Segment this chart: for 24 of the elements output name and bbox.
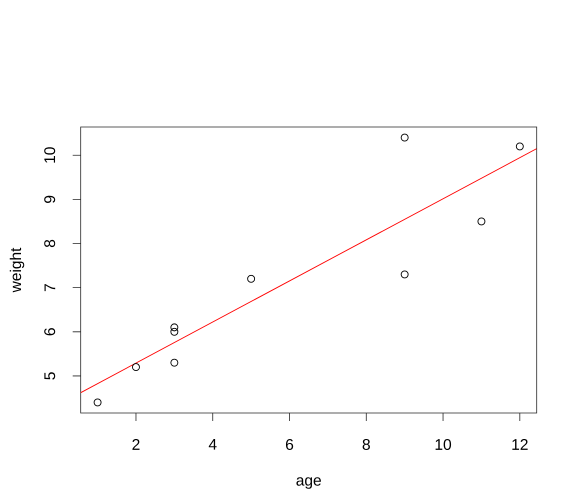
point	[477, 218, 486, 226]
point	[516, 142, 524, 150]
x-tick-label: 8	[362, 439, 370, 450]
point	[132, 363, 140, 372]
y-tick-label: 9	[44, 196, 56, 203]
point	[170, 323, 178, 332]
point	[94, 398, 102, 406]
x-axis-title: age	[296, 477, 321, 489]
x-tick-label: 10	[436, 439, 452, 450]
point	[247, 274, 256, 283]
point	[400, 134, 409, 142]
point	[400, 270, 409, 278]
x-tick-label: 4	[208, 439, 217, 450]
x-tick-label: 2	[132, 439, 140, 450]
y-tick-label: 7	[44, 284, 56, 292]
y-tick-label: 6	[44, 328, 56, 336]
y-axis-title: weight	[10, 248, 24, 292]
point	[170, 328, 178, 336]
x-tick-label: 12	[512, 439, 528, 450]
x-tick-label: 6	[286, 439, 294, 450]
point	[170, 358, 178, 367]
y-tick-label: 10	[44, 147, 56, 163]
y-tick-label: 5	[44, 372, 56, 380]
y-tick-label: 8	[44, 240, 56, 248]
